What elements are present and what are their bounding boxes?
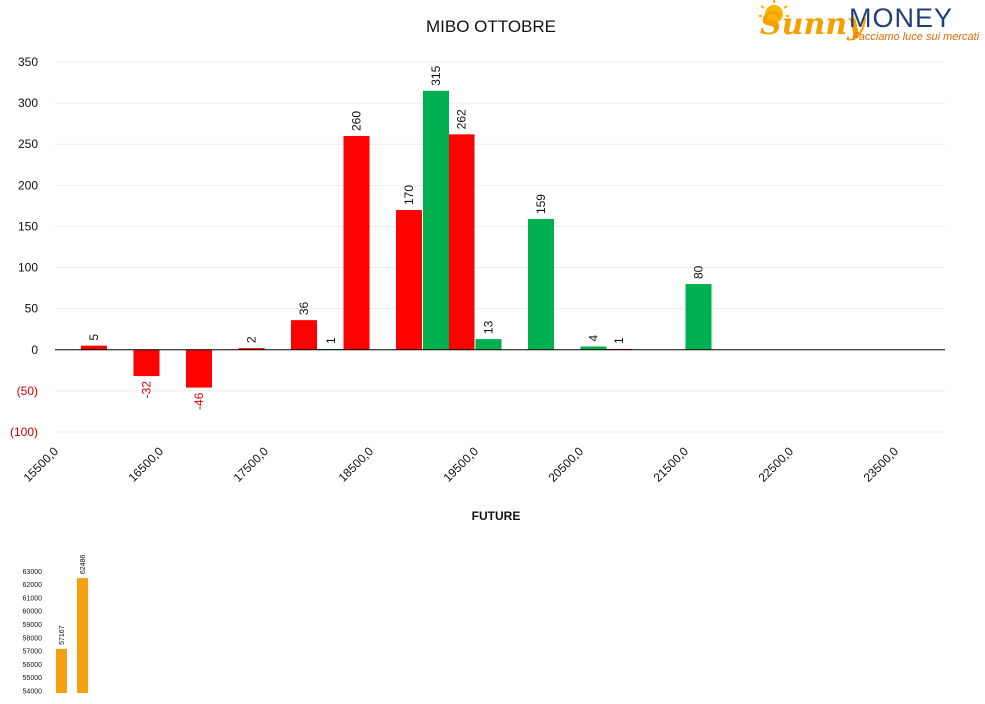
- bar-value-label: -46: [192, 392, 206, 410]
- bar-value-label: 5: [87, 334, 101, 341]
- y-tick-label: (100): [10, 425, 38, 439]
- brand-tagline: Facciamo luce sui mercati: [852, 31, 980, 43]
- brand-logo: Sunny MONEY Facciamo luce sui mercati: [759, 0, 980, 43]
- x-tick-label: 16500,0: [126, 444, 167, 485]
- future-chart-title: FUTURE: [472, 509, 521, 523]
- x-tick-label: 22500,0: [756, 444, 797, 485]
- bar-value-label: 4: [587, 334, 601, 341]
- bars: [81, 90, 712, 388]
- future-y-tick-label: 56000: [23, 662, 43, 669]
- brand-sunny-text: Sunny: [760, 7, 867, 42]
- future-y-tick-label: 54000: [23, 689, 43, 696]
- y-tick-label: 150: [18, 219, 38, 233]
- future-y-tick-label: 60000: [23, 609, 43, 616]
- x-tick-label: 18500,0: [336, 444, 377, 485]
- future-bar-value-label: 62486: [80, 555, 87, 575]
- x-tick-label: 20500,0: [546, 444, 587, 485]
- future-bar: [77, 578, 88, 693]
- future-y-tick-label: 61000: [23, 595, 43, 602]
- future-y-tick-label: 63000: [23, 569, 43, 576]
- bar-value-label: 159: [534, 194, 548, 214]
- y-tick-label: 100: [18, 261, 38, 275]
- y-tick-label: 300: [18, 96, 38, 110]
- bar-value-label: 260: [350, 111, 364, 131]
- x-axis: 15500,0 16500,0 17500,0 18500,0 19500,0 20500…: [21, 444, 902, 485]
- bar-value-label: 36: [297, 302, 311, 316]
- sun-icon: [759, 0, 789, 23]
- bar-value-label: 170: [402, 185, 416, 205]
- bar: [81, 345, 107, 350]
- y-tick-label: (50): [17, 384, 38, 398]
- y-axis: 350 300 250 200 150 100 50 0 (50) (100): [10, 55, 945, 439]
- bar: [396, 210, 422, 350]
- y-tick-label: 50: [25, 302, 39, 316]
- bar: [448, 134, 475, 350]
- chart-title: MIBO OTTOBRE: [426, 17, 556, 36]
- bar: [238, 348, 265, 350]
- future-y-tick-label: 57000: [23, 649, 43, 656]
- bar: [343, 136, 370, 350]
- grid-lines: [55, 61, 945, 433]
- y-tick-label: 200: [18, 178, 38, 192]
- brand-money-text: MONEY: [849, 3, 953, 33]
- data-labels: 5 -32 -46 2 36 260 170 262 1 1 315 13 159 4 80: [87, 65, 706, 410]
- future-chart: 63000 62000 61000 60000 59000 58000 57000 56000…: [23, 555, 88, 696]
- x-tick-label: 21500,0: [651, 444, 692, 485]
- bar-value-label: 315: [429, 65, 443, 85]
- bar: [475, 339, 502, 350]
- bar: [186, 349, 212, 388]
- bar: [580, 346, 607, 350]
- bar: [291, 320, 317, 350]
- future-bar: [56, 648, 67, 693]
- bar-value-label: 1: [612, 337, 626, 344]
- bar: [528, 219, 554, 350]
- y-tick-label: 350: [18, 55, 38, 69]
- bar-value-label: 1: [324, 337, 338, 344]
- bar-value-label: 2: [245, 336, 259, 343]
- future-y-tick-label: 62000: [23, 582, 43, 589]
- bar: [685, 284, 712, 350]
- bar-value-label: 80: [692, 265, 706, 279]
- bar-value-label: 13: [482, 320, 496, 334]
- future-y-tick-label: 55000: [23, 675, 43, 682]
- future-y-tick-label: 58000: [23, 635, 43, 642]
- bar: [133, 349, 160, 377]
- future-bar-value-label: 57167: [59, 625, 66, 645]
- x-tick-label: 19500,0: [441, 444, 482, 485]
- y-tick-label: 0: [31, 343, 38, 357]
- future-y-tick-label: 59000: [23, 622, 43, 629]
- bar: [423, 90, 449, 350]
- x-tick-label: 17500,0: [231, 444, 272, 485]
- bar-value-label: 262: [455, 109, 469, 129]
- x-tick-label: 15500,0: [21, 444, 62, 485]
- x-tick-label: 23500,0: [861, 444, 902, 485]
- bar-value-label: -32: [140, 381, 154, 399]
- y-tick-label: 250: [18, 137, 38, 151]
